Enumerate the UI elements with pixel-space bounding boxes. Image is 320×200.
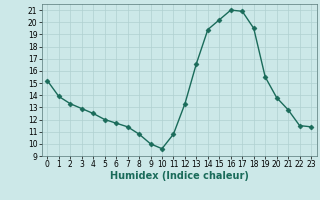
X-axis label: Humidex (Indice chaleur): Humidex (Indice chaleur)	[110, 171, 249, 181]
